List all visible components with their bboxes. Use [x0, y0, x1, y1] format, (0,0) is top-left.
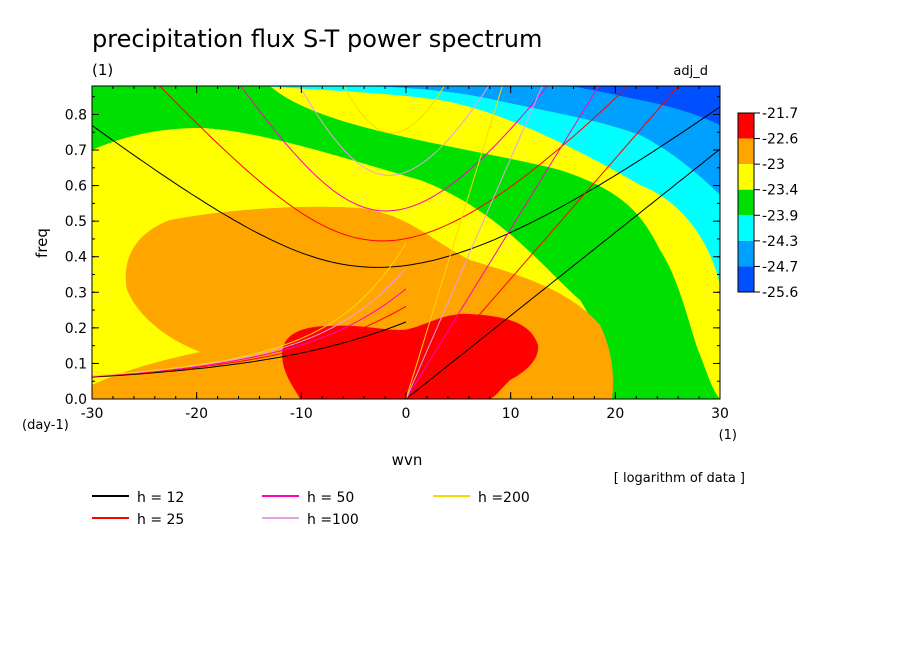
y-axis-unit: (day-1)	[22, 418, 69, 433]
x-tick-label: -10	[290, 406, 313, 422]
level-cyan-region	[260, 86, 720, 285]
kelvin-curve	[405, 86, 543, 399]
data-note: [ logarithm of data ]	[614, 471, 745, 486]
x-tick-label: 30	[711, 406, 729, 422]
y-tick-label: 0.1	[65, 356, 87, 372]
y-tick-label: 0.3	[65, 285, 87, 301]
kelvin-curve	[405, 86, 503, 399]
colorbar-swatch	[738, 189, 754, 216]
colorbar-swatch	[738, 215, 754, 241]
inertia-gravity-curve	[298, 86, 490, 176]
colorbar-label: -21.7	[762, 106, 798, 122]
level-green-region	[92, 86, 720, 399]
legend: h = 12 h = 25 h = 50 h =100 h =200	[92, 490, 530, 528]
kelvin-curve	[405, 148, 720, 399]
kelvin-curve	[405, 86, 680, 399]
colorbar-swatch	[738, 240, 754, 267]
legend-label: h = 50	[307, 490, 354, 506]
y-tick-label: 0.2	[65, 321, 87, 337]
y-tick-label: 0.6	[65, 179, 87, 195]
x-tick-label: 20	[606, 406, 624, 422]
colorbar-swatch	[738, 113, 754, 139]
legend-label: h =200	[478, 490, 530, 506]
chart-title: precipitation flux S-T power spectrum	[92, 25, 542, 53]
level-midblue-region	[365, 86, 720, 195]
y-axis-label: freq	[33, 228, 51, 258]
legend-label: h = 12	[137, 490, 184, 506]
legend-label: h =100	[307, 512, 359, 528]
colorbar-frame	[737, 112, 755, 293]
x-tick-label: -20	[185, 406, 208, 422]
colorbar-swatch	[738, 164, 754, 190]
chart-subtitle-right: adj_d	[673, 64, 708, 79]
inertia-gravity-curve	[240, 86, 548, 212]
level-blue-region	[570, 86, 720, 125]
y-tick-label: 0.5	[65, 214, 87, 230]
colorbar-label: -25.6	[762, 285, 798, 301]
colorbar-swatch	[738, 138, 754, 165]
colorbar-swatch	[738, 266, 754, 292]
plot-area	[91, 85, 721, 400]
colorbar-label: -24.3	[762, 234, 798, 250]
mrg-curve	[92, 242, 407, 377]
colorbar-label: -22.6	[762, 132, 798, 148]
y-tick-label: 0.8	[65, 107, 87, 123]
colorbar-label: -23.9	[762, 208, 798, 224]
colorbar-label: -23.4	[762, 183, 798, 199]
x-tick-label: -30	[81, 406, 104, 422]
colorbar-label: -23	[762, 157, 785, 173]
kelvin-curve	[405, 86, 600, 399]
x-tick-label: 0	[402, 406, 411, 422]
mrg-curve	[92, 321, 407, 378]
legend-label: h = 25	[137, 512, 184, 528]
inertia-gravity-curve	[92, 106, 720, 268]
x-axis-unit: (1)	[719, 428, 737, 443]
y-tick-label: 0.7	[65, 143, 87, 159]
x-axis: -30 -20 -10 0 10 20 30	[81, 86, 729, 422]
x-tick-label: 10	[502, 406, 520, 422]
colorbar-label: -24.7	[762, 259, 798, 275]
dispersion-curves	[92, 86, 720, 399]
inertia-gravity-curve	[159, 86, 630, 242]
inertia-gravity-curve	[343, 86, 445, 134]
colorbar: -21.7 -22.6 -23 -23.4 -23.9 -24.3 -24.7 -25.6	[737, 106, 798, 301]
y-tick-label: 0.4	[65, 250, 87, 266]
x-axis-label: wvn	[392, 451, 423, 469]
y-axis: 0.0 0.1 0.2 0.3 0.4 0.5 0.6 0.7 0.8	[65, 96, 720, 408]
y-tick-label: 0.0	[65, 392, 87, 408]
chart-subtitle-left: (1)	[92, 61, 113, 79]
